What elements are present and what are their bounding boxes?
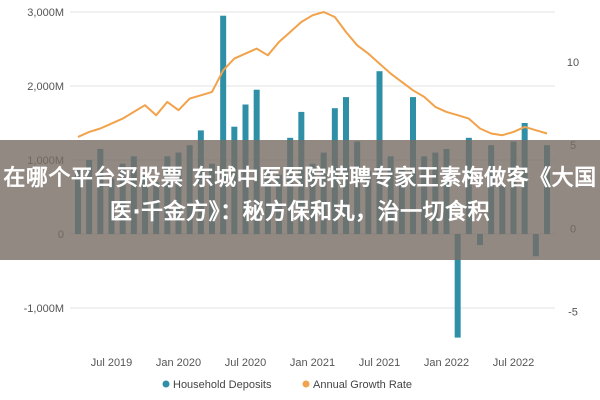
growth-rate-line <box>77 11 548 138</box>
x-tick-label: Jan 2022 <box>424 357 469 369</box>
legend-marker-growth <box>302 380 310 388</box>
caption-text: 在哪个平台买股票 东城中医医院特聘专家王素梅做客《大国医·千金方》：秘方保和丸，… <box>3 166 597 225</box>
y-right-tick-label: -5 <box>568 307 578 319</box>
x-tick-label: Jan 2020 <box>156 357 201 369</box>
caption-banner: 在哪个平台买股票 东城中医医院特聘专家王素梅做客《大国医·千金方》：秘方保和丸，… <box>0 140 600 260</box>
deposit-bar <box>454 234 461 338</box>
x-tick-label: Jul 2020 <box>225 357 267 369</box>
y-right-tick-label: 10 <box>567 57 579 69</box>
x-tick-label: Jul 2022 <box>493 357 535 369</box>
legend-label-growth: Annual Growth Rate <box>313 379 412 391</box>
x-tick-label: Jul 2019 <box>91 357 133 369</box>
deposit-bar <box>220 15 227 235</box>
x-tick-label: Jan 2021 <box>290 357 335 369</box>
x-tick-label: Jul 2021 <box>359 357 401 369</box>
y-left-tick-label: 3,000M <box>27 7 64 19</box>
legend-marker-deposits <box>162 380 170 388</box>
legend-label-deposits: Household Deposits <box>173 379 272 391</box>
y-left-tick-label: 2,000M <box>27 81 64 93</box>
y-left-tick-label: -1,000M <box>24 303 64 315</box>
